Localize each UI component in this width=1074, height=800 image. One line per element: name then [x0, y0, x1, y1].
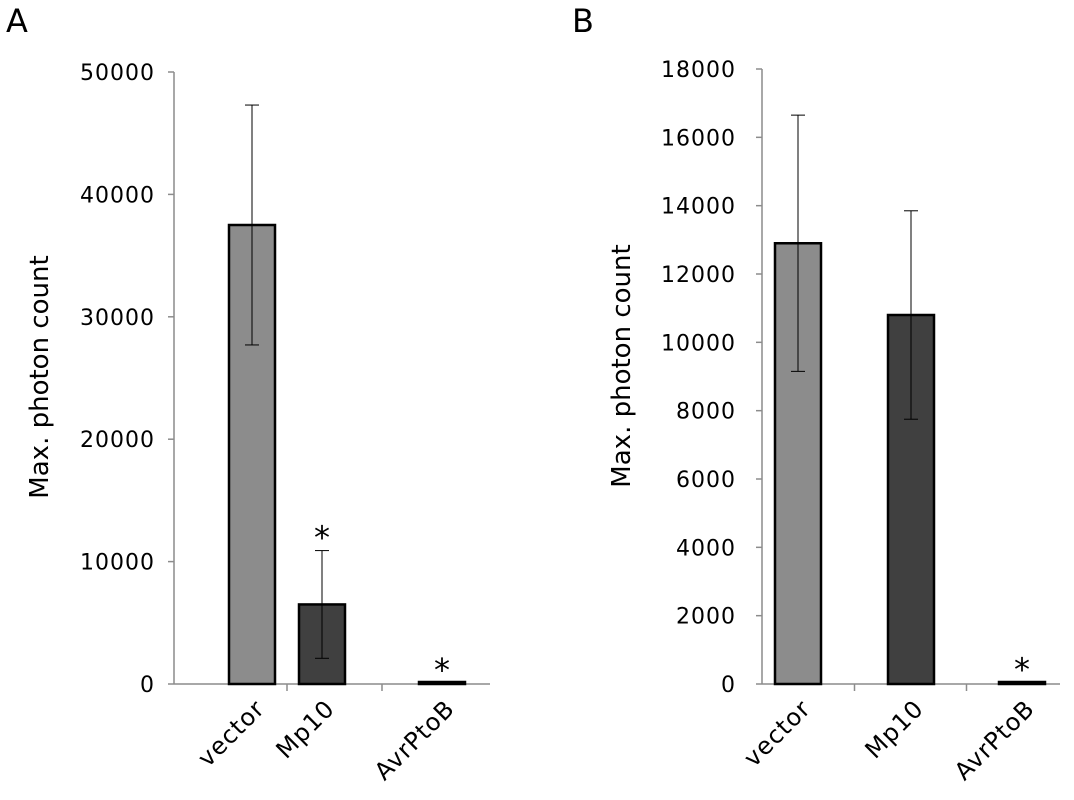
- y-axis-label-a: Max. photon count: [25, 255, 55, 498]
- x-tick-label: Mp10: [860, 694, 930, 764]
- bar-vector: [773, 242, 823, 686]
- y-tick-label: 12000: [661, 263, 736, 288]
- y-tick-label: 0: [140, 673, 155, 698]
- y-tick-label: 2000: [676, 605, 736, 630]
- y-tick-label: 30000: [80, 306, 155, 331]
- y-tick-label: 10000: [661, 331, 736, 356]
- y-tick-label: 20000: [80, 428, 155, 453]
- panel-label-a: A: [6, 2, 28, 40]
- y-tick-label: 18000: [661, 58, 736, 83]
- y-axis-a: 0 10000 20000 30000 40000 50000: [80, 61, 175, 698]
- x-tick-label: Mp10: [271, 694, 341, 764]
- y-tick-label: 16000: [661, 126, 736, 151]
- y-tick-label: 14000: [661, 195, 736, 220]
- y-tick-label: 0: [721, 673, 736, 698]
- y-axis-label-b: Max. photon count: [607, 244, 637, 487]
- chart-panel-a: A Max. photon count 0 10000 20000 30000 4000…: [6, 2, 490, 786]
- y-tick-label: 8000: [676, 400, 736, 425]
- chart-panel-b: B Max. photon count 0 2000 4000 6000 8000 100…: [572, 2, 1060, 786]
- bars-b: vector Mp10 * AvrPtoB: [738, 114, 1047, 786]
- significance-marker: *: [434, 651, 450, 689]
- bars-a: vector * Mp10 * AvrPtoB: [192, 104, 467, 786]
- x-tick-label: vector: [192, 694, 270, 772]
- panel-label-b: B: [572, 2, 594, 40]
- y-tick-label: 10000: [80, 551, 155, 576]
- y-tick-label: 50000: [80, 61, 155, 86]
- y-tick-label: 40000: [80, 183, 155, 208]
- y-axis-b: 0 2000 4000 6000 8000 10000 12000 14000 16000 180…: [661, 58, 763, 698]
- significance-marker: *: [314, 519, 330, 557]
- x-tick-label: AvrPtoB: [949, 694, 1040, 785]
- y-tick-label: 4000: [676, 536, 736, 561]
- bar-avrptob: [417, 680, 467, 686]
- x-tick-label: AvrPtoB: [369, 694, 460, 785]
- x-tick-label: vector: [738, 694, 816, 772]
- y-tick-label: 6000: [676, 468, 736, 493]
- bar-avrptob: [997, 680, 1047, 686]
- significance-marker: *: [1014, 650, 1030, 688]
